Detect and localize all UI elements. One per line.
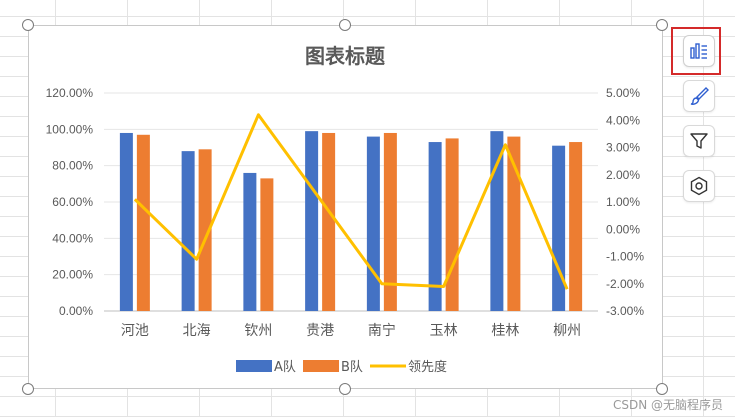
legend[interactable]: A队 B队 领先度: [236, 359, 447, 375]
bar: [260, 178, 274, 311]
right-tick-label: 0.00%: [606, 222, 640, 236]
watermark: CSDN @无脑程序员: [612, 398, 723, 412]
category-label: 北海: [183, 323, 211, 339]
left-tick-label: 20.00%: [52, 268, 93, 282]
chart-settings-button[interactable]: [683, 170, 715, 202]
legend-label: A队: [274, 360, 296, 375]
bar: [243, 172, 257, 311]
right-tick-label: -3.00%: [606, 304, 644, 318]
line-path: [133, 113, 569, 290]
left-axis: 0.00% 20.00% 40.00% 60.00% 80.00% 100.00% 120.…: [46, 86, 94, 318]
legend-label: 领先度: [408, 359, 447, 375]
right-tick-label: -1.00%: [606, 250, 644, 264]
right-axis: -3.00% -2.00% -1.00% 0.00% 1.00% 2.00% 3.00% 4.…: [606, 86, 644, 318]
bar: [305, 131, 319, 311]
left-tick-label: 60.00%: [52, 195, 93, 209]
chart-style-button[interactable]: [683, 80, 715, 112]
paintbrush-icon: [690, 87, 709, 105]
active-button-highlight: [671, 27, 721, 75]
chart-filter-button[interactable]: [683, 125, 715, 157]
settings-hexagon-icon: [690, 176, 708, 196]
bar: [136, 134, 150, 311]
bar: [490, 131, 504, 311]
resize-handle-bottom-left[interactable]: [22, 383, 34, 395]
chart-elements-icon: [690, 43, 707, 59]
bar: [428, 142, 442, 311]
bar: [119, 132, 133, 311]
category-label: 河池: [121, 323, 149, 339]
category-label: 柳州: [553, 322, 581, 339]
right-tick-label: 3.00%: [606, 141, 640, 155]
right-tick-label: 4.00%: [606, 113, 640, 127]
legend-label: B队: [341, 360, 363, 375]
resize-handle-bottom-center[interactable]: [339, 383, 351, 395]
right-tick-label: 1.00%: [606, 195, 640, 209]
bar: [366, 136, 380, 311]
category-label: 玉林: [430, 323, 458, 339]
bar-series[interactable]: [119, 131, 583, 311]
resize-handle-top-right[interactable]: [656, 19, 668, 31]
left-tick-label: 100.00%: [46, 122, 94, 136]
category-label: 贵港: [306, 323, 334, 339]
bar: [569, 142, 583, 311]
left-tick-label: 0.00%: [59, 304, 93, 318]
right-tick-label: 2.00%: [606, 168, 640, 182]
bar: [552, 145, 566, 311]
filter-icon: [690, 133, 708, 149]
category-label: 南宁: [368, 322, 396, 339]
bar: [445, 138, 459, 311]
resize-handle-top-left[interactable]: [22, 19, 34, 31]
legend-swatch: [303, 360, 339, 372]
category-label: 桂林: [491, 323, 519, 339]
left-tick-label: 80.00%: [52, 159, 93, 173]
legend-swatch: [236, 360, 272, 372]
line-series[interactable]: [133, 113, 569, 290]
category-axis: 河池 北海 钦州 贵港 南宁 玉林 桂林 柳州: [121, 322, 581, 339]
resize-handle-bottom-right[interactable]: [656, 383, 668, 395]
bar: [383, 132, 397, 311]
bar: [322, 132, 336, 311]
bar: [198, 149, 212, 311]
bar: [507, 136, 521, 311]
chart-title[interactable]: 图表标题: [305, 44, 386, 68]
gridlines: [104, 92, 598, 312]
right-tick-label: 5.00%: [606, 86, 640, 100]
resize-handle-top-center[interactable]: [339, 19, 351, 31]
right-tick-label: -2.00%: [606, 277, 644, 291]
bar: [181, 151, 195, 311]
left-tick-label: 120.00%: [46, 86, 94, 100]
chart-elements-button[interactable]: [683, 35, 715, 67]
category-label: 钦州: [244, 323, 272, 339]
left-tick-label: 40.00%: [52, 231, 93, 245]
